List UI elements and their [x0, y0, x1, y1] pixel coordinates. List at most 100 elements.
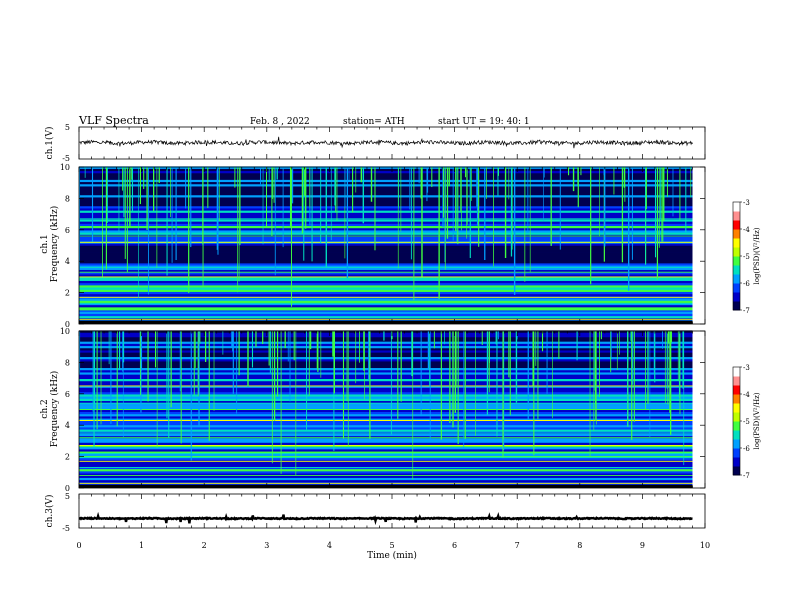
spectrogram-band — [79, 307, 693, 310]
colorbar-tick-label: -3 — [743, 364, 750, 372]
ch3-waveform-panel: 5 -5 ch.3(V) 0 1 2 3 4 5 6 7 8 9 10 Time (min) — [44, 492, 710, 561]
spectrogram-band — [79, 400, 693, 404]
ch3-ytick-bottom: -5 — [62, 524, 70, 533]
spectrogram-band — [79, 210, 693, 213]
spectrogram-band — [79, 304, 693, 308]
time-tick-label: 0 — [76, 541, 81, 550]
spectrogram-band — [79, 424, 693, 428]
spectrogram-band — [79, 468, 693, 472]
colorbar-tick-label: -6 — [743, 445, 750, 453]
spectrogram-band — [79, 385, 693, 388]
spectrogram-band — [79, 278, 693, 281]
spectrogram-band — [79, 230, 693, 233]
spectrogram-band — [79, 183, 693, 187]
spectrogram-band — [79, 168, 693, 172]
spectrogram-band — [79, 446, 693, 450]
colorbar-segment — [733, 448, 740, 458]
colorbar-segment — [733, 376, 740, 386]
ch2-spectrogram-ylabel-channel: ch.2 — [40, 399, 50, 418]
spectrogram-band — [79, 429, 693, 432]
colorbar-segment — [733, 439, 740, 449]
colorbar-segment — [733, 238, 740, 248]
colorbar-segment — [733, 385, 740, 395]
spectrogram-band — [79, 271, 693, 275]
spectrogram-band — [79, 258, 693, 262]
spectrogram-band — [79, 420, 693, 423]
time-tick-label: 8 — [577, 541, 582, 550]
colorbar-tick-label: -4 — [743, 391, 750, 399]
spectrogram-band — [79, 464, 693, 467]
spectrogram-band — [79, 254, 693, 257]
spectrogram-band — [79, 205, 693, 209]
spectrogram-band — [79, 170, 693, 174]
ytick-label: 4 — [65, 257, 70, 266]
spectrogram-band — [79, 361, 693, 364]
spectrogram-band — [79, 367, 693, 371]
spectrogram-band — [79, 341, 693, 344]
colorbar-segment — [733, 403, 740, 413]
spectrogram-band — [79, 315, 693, 319]
ch3-waveform-frame — [78, 493, 706, 529]
spectrogram-band — [79, 365, 693, 369]
spectrogram-band — [79, 172, 693, 176]
colorbar-segment — [733, 229, 740, 239]
time-tick-label: 9 — [640, 541, 645, 550]
ch3w-line-path — [79, 511, 693, 526]
spectrogram-band — [79, 347, 693, 351]
ch2-spectrogram-heatmap — [78, 330, 693, 488]
ch1-spectrogram-ylabel-channel: ch.1 — [40, 234, 50, 253]
spectrogram-band — [79, 336, 693, 340]
colorbar-segment — [733, 211, 740, 221]
spectrogram-band — [79, 166, 693, 169]
spectrogram-band — [79, 457, 693, 461]
spectrogram-band — [79, 232, 693, 235]
spectrogram-band — [79, 219, 693, 222]
ch3-waveform-ylabel: ch.3(V) — [44, 495, 55, 528]
ytick-label: 6 — [65, 226, 70, 235]
figure-station: station= ATH — [343, 117, 405, 127]
spectrogram-band — [79, 188, 693, 191]
time-tick-label: 1 — [139, 541, 144, 550]
spectrogram-band — [79, 343, 693, 347]
ch1-spectrogram-heatmap — [79, 166, 693, 324]
spectrogram-band — [79, 287, 693, 290]
spectrogram-band — [79, 238, 693, 242]
spectrogram-band — [79, 363, 693, 366]
colorbar-segment — [733, 394, 740, 404]
spectrogram-band — [79, 394, 693, 397]
spectrogram-band — [79, 247, 693, 251]
ytick-label: 0 — [65, 484, 70, 493]
spectrogram-band — [79, 453, 693, 456]
ch1-spectrogram-panel: 0 2 4 6 8 10 ch.1 Frequency (kHz) -3 -4 -5 -6 -7 l… — [40, 163, 761, 329]
colorbar-segment — [733, 292, 740, 302]
time-tick-label: 2 — [202, 541, 207, 550]
spectrogram-band — [79, 451, 693, 454]
spectrogram-band — [79, 269, 693, 273]
spectrogram-band — [79, 462, 693, 465]
spectrogram-band — [79, 245, 693, 248]
spectrogram-band — [79, 249, 693, 253]
spectrogram-band — [79, 376, 693, 380]
spectrogram-band — [79, 236, 693, 240]
spectrogram-band — [79, 380, 693, 384]
spectrogram-band — [79, 374, 693, 377]
spectrogram-band — [79, 181, 693, 185]
spectrogram-band — [79, 194, 693, 198]
time-tick-label: 3 — [264, 541, 269, 550]
spectrogram-band — [79, 313, 693, 317]
figure-date: Feb. 8 , 2022 — [250, 117, 310, 127]
spectrogram-band — [79, 276, 693, 279]
colorbar-segment — [733, 412, 740, 422]
colorbar-segment — [733, 265, 740, 275]
spectrogram-band — [79, 177, 693, 180]
spectrogram-band — [79, 396, 693, 399]
spectrogram-band — [79, 402, 693, 406]
colorbar-segment — [733, 274, 740, 284]
spectrogram-dc-band — [79, 484, 693, 488]
time-tick-label: 5 — [389, 541, 394, 550]
spectrogram-band — [79, 411, 693, 415]
spectrogram-band — [79, 473, 693, 476]
spectrogram-band — [79, 352, 693, 355]
time-tick-label: 7 — [515, 541, 520, 550]
